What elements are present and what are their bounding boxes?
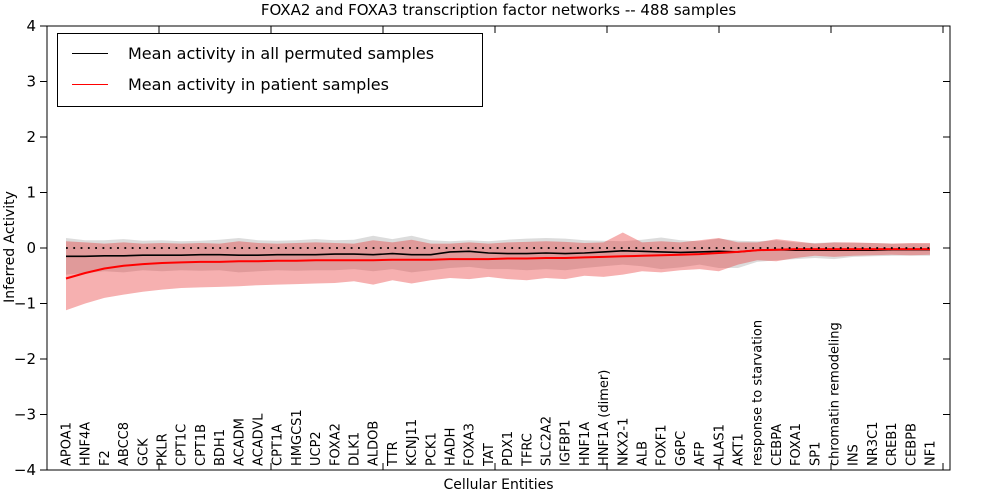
x-category-label: CEBPA xyxy=(770,424,785,466)
y-tick-label: −1 xyxy=(14,295,36,313)
x-category-label: TTR xyxy=(386,441,401,467)
x-category-label: response to starvation xyxy=(751,320,766,466)
x-category-label: CREB1 xyxy=(885,422,900,466)
x-category-label: CPT1A xyxy=(271,424,286,466)
x-category-label: BDH1 xyxy=(213,429,228,466)
x-category-label: FOXA3 xyxy=(463,423,478,466)
x-category-label: APOA1 xyxy=(60,422,75,466)
x-category-label: NKX2-1 xyxy=(616,418,631,466)
x-category-label: UCP2 xyxy=(309,431,324,466)
patient-line-swatch xyxy=(72,84,108,85)
x-category-label: SP1 xyxy=(808,442,823,466)
y-tick-label: 3 xyxy=(26,73,36,91)
patient-band xyxy=(66,232,930,311)
x-category-label: HNF1A xyxy=(578,422,593,466)
axes-frame-and-ticks xyxy=(40,25,951,471)
x-category-label: ACADVL xyxy=(252,413,267,466)
x-category-label: HNF4A xyxy=(79,422,94,466)
y-tick-label: −3 xyxy=(14,406,36,424)
x-category-label: TFRC xyxy=(520,433,535,467)
x-category-label: G6PC xyxy=(674,431,689,466)
x-category-label: CPT1C xyxy=(175,424,190,466)
x-category-label: SLC2A2 xyxy=(540,416,555,466)
x-category-label: INS xyxy=(847,444,862,466)
x-category-label: FOXA1 xyxy=(789,423,804,466)
x-category-label: HMGCS1 xyxy=(290,409,305,466)
legend: Mean activity in all permuted samples Me… xyxy=(57,33,483,107)
series-lines xyxy=(65,248,930,280)
x-axis-label: Cellular Entities xyxy=(443,477,554,493)
legend-label-patient: Mean activity in patient samples xyxy=(128,75,389,94)
x-category-labels: APOA1 HNF4A F2 ABCC8 GCK PKLR CPT1C CPT1B BDH1 AC… xyxy=(60,320,939,467)
y-tick-label: 2 xyxy=(26,128,36,146)
legend-entry-permuted: Mean activity in all permuted samples xyxy=(72,44,470,63)
x-category-label: HNF1A (dimer) xyxy=(597,370,612,466)
x-category-label: DLK1 xyxy=(348,432,363,466)
y-tick-label: 1 xyxy=(26,184,36,202)
x-category-label: PDX1 xyxy=(501,431,516,466)
x-category-label: F2 xyxy=(98,450,113,466)
x-category-label: IGFBP1 xyxy=(559,420,574,466)
x-category-label: chromatin remodeling xyxy=(828,322,843,466)
x-category-label: CEBPB xyxy=(904,423,919,466)
y-tick-label: −4 xyxy=(14,461,36,479)
x-category-label: ALAS1 xyxy=(712,424,727,466)
permuted-line-swatch xyxy=(72,53,108,54)
x-category-label: FOXF1 xyxy=(655,424,670,466)
patient-mean-line xyxy=(65,248,930,280)
x-category-label: NR3C1 xyxy=(866,422,881,466)
confidence-bands xyxy=(66,232,930,311)
legend-entry-patient: Mean activity in patient samples xyxy=(72,75,470,94)
x-category-label: PCK1 xyxy=(424,432,439,466)
x-category-label: FOXA2 xyxy=(328,423,343,466)
x-category-label: ALB xyxy=(636,441,651,466)
y-axis-label: Inferred Activity xyxy=(2,191,18,303)
x-category-label: CPT1B xyxy=(194,424,209,466)
x-category-label: AFP xyxy=(693,442,708,466)
y-tick-label: 4 xyxy=(26,17,36,35)
y-tick-label: −2 xyxy=(14,350,36,368)
x-category-label: ABCC8 xyxy=(117,422,132,466)
x-category-label: GCK xyxy=(136,438,151,466)
x-category-label: ALDOB xyxy=(367,421,382,466)
y-tick-label: 0 xyxy=(26,239,36,257)
x-category-label: ACADM xyxy=(232,418,247,466)
x-category-label: PKLR xyxy=(156,433,171,466)
x-category-label: KCNJ11 xyxy=(405,419,420,466)
x-category-label: NF1 xyxy=(924,441,939,466)
chart-title: FOXA2 and FOXA3 transcription factor net… xyxy=(260,1,737,19)
y-tick-labels: 4 3 2 1 0 −1 −2 −3 −4 xyxy=(14,17,36,479)
x-category-label: HADH xyxy=(444,428,459,466)
x-category-label: AKT1 xyxy=(732,433,747,466)
permuted-band xyxy=(66,235,930,275)
legend-label-permuted: Mean activity in all permuted samples xyxy=(128,44,435,63)
x-category-label: TAT xyxy=(482,443,497,467)
